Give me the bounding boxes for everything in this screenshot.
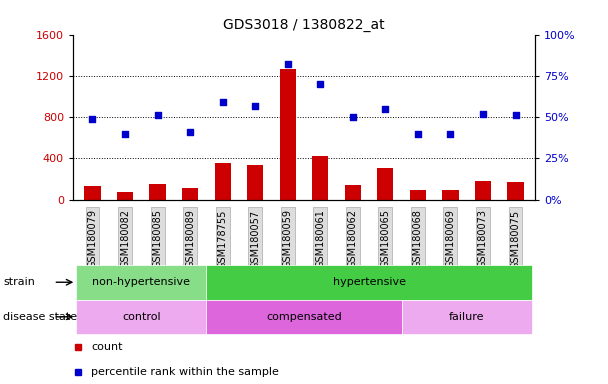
Point: [446, 131, 455, 137]
Bar: [76, 265, 206, 300]
Text: control: control: [122, 312, 161, 322]
Point: [413, 131, 423, 137]
Bar: [76, 300, 206, 334]
Bar: [85, 186, 100, 200]
Bar: [280, 69, 296, 200]
Bar: [508, 182, 523, 200]
Bar: [182, 188, 198, 200]
Title: GDS3018 / 1380822_at: GDS3018 / 1380822_at: [223, 18, 385, 32]
Point: [316, 81, 325, 87]
Point: [478, 111, 488, 117]
Bar: [377, 168, 393, 200]
Bar: [247, 165, 263, 200]
Bar: [442, 190, 458, 200]
Bar: [206, 300, 402, 334]
Bar: [402, 300, 532, 334]
Point: [381, 106, 390, 112]
Bar: [475, 181, 491, 200]
Point: [511, 113, 520, 119]
Text: hypertensive: hypertensive: [333, 277, 406, 287]
Text: disease state: disease state: [3, 312, 77, 322]
Point: [348, 114, 358, 120]
Bar: [150, 184, 166, 200]
Text: strain: strain: [3, 277, 35, 287]
Text: failure: failure: [449, 312, 485, 322]
Point: [88, 116, 97, 122]
Point: [218, 99, 227, 105]
Bar: [312, 156, 328, 200]
Bar: [117, 192, 133, 200]
Bar: [410, 190, 426, 200]
Point: [120, 131, 130, 137]
Text: compensated: compensated: [266, 312, 342, 322]
Text: percentile rank within the sample: percentile rank within the sample: [91, 366, 279, 377]
Bar: [345, 185, 361, 200]
Bar: [215, 162, 231, 200]
Text: count: count: [91, 341, 123, 352]
Bar: [206, 265, 532, 300]
Text: non-hypertensive: non-hypertensive: [92, 277, 190, 287]
Point: [250, 103, 260, 109]
Point: [283, 61, 292, 67]
Point: [185, 129, 195, 135]
Point: [153, 113, 162, 119]
